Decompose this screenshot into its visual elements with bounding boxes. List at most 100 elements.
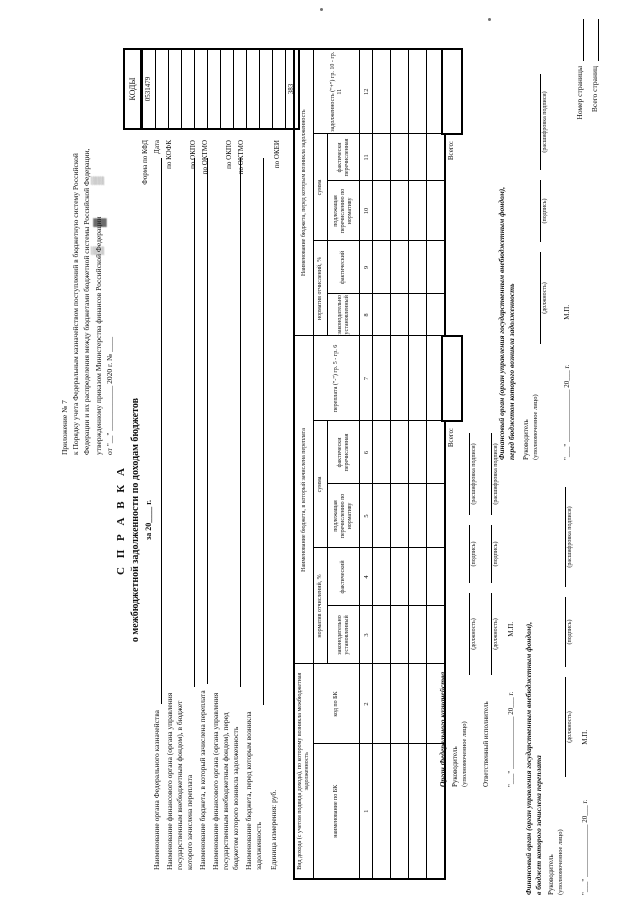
code-value (259, 50, 272, 128)
note-line: от "__" ____________ 2020 г. № ____ (104, 336, 114, 455)
signature-line (531, 180, 541, 242)
col-number: 10 (359, 180, 373, 241)
unit-of-measure-label: Единица измерения: руб. (269, 789, 278, 870)
code-value (272, 50, 285, 128)
col-header-sum-fact: фактически перечисленная (327, 420, 360, 484)
fill-line (159, 158, 162, 705)
table-group-debt-budget: Наименование бюджета, перед которым возн… (294, 48, 314, 336)
decode-caption: (расшифровка подписи) (567, 506, 573, 568)
org-name: в бюджет которого зачислена переплата (533, 755, 543, 895)
role-label: Руководитель (522, 419, 530, 460)
code-value: 0531479 (142, 50, 155, 128)
signature-caption: (подпись) (471, 541, 477, 567)
signature-line (482, 525, 492, 583)
requisite-label: которого зачислена переплата (185, 774, 194, 870)
requisite-row: Наименование финансового органа (органа … (165, 158, 195, 870)
col-number: 2 (359, 663, 373, 744)
subheader-sum: сумма (313, 420, 328, 548)
col-header-norm-fact: фактический (327, 547, 360, 606)
requisite-label: Наименование финансового органа (органа … (211, 692, 220, 870)
requisites: Наименование органа Федерального казначе… (152, 158, 279, 870)
table-row (408, 48, 427, 879)
org-name: Финансовый орган (орган управления госуд… (524, 621, 533, 895)
col-number: 8 (359, 293, 373, 336)
role-label: Руководитель (451, 746, 459, 787)
role-label: Ответственный исполнитель (482, 701, 490, 787)
signature-line (482, 433, 492, 515)
requisite-label: государственным внебюджетным фондом), в … (175, 700, 184, 870)
col-number: 9 (359, 240, 373, 294)
requisite-label: Наименование органа Федерального казначе… (152, 710, 161, 870)
col-number: 11 (359, 133, 373, 181)
form-title: С П Р А В К А о межбюджетной задолженнос… (115, 270, 153, 770)
role-sublabel: (уполномоченное лицо) (532, 394, 539, 460)
position-caption: (должность) (542, 282, 548, 314)
requisite-row: Наименование органа Федерального казначе… (152, 158, 162, 870)
signature-line (556, 597, 566, 667)
signature-line (531, 74, 541, 170)
signature-line (556, 677, 566, 777)
appendix-note: Приложение № 7 к Порядку учета Федеральн… (59, 35, 115, 455)
col-header-code-bk: код по БК (313, 663, 360, 744)
signature-line (460, 525, 470, 583)
table-row (390, 48, 409, 879)
requisite-label: Наименование финансового органа (органа … (165, 692, 174, 870)
note-line: Приложение № 7 (60, 400, 69, 455)
col-number: 4 (359, 547, 373, 606)
subheader-norm-percent: норматив отчислений, % (313, 240, 328, 336)
fill-line (192, 158, 195, 687)
subheader-norm-percent: норматив отчислений, % (313, 547, 328, 664)
table-group-credited-budget: Наименование бюджета, в который зачислен… (294, 335, 314, 664)
col-number: 1 (359, 744, 373, 879)
requisite-label: Наименование бюджета, перед которым возн… (244, 711, 253, 870)
code-value (207, 50, 220, 128)
requisite-label: бюджетом которого возникла задолженность (231, 726, 240, 870)
col-header-norm-fact: фактический (327, 240, 360, 294)
title-main: С П Р А В К А (115, 465, 127, 575)
position-caption: (должность) (493, 618, 499, 650)
signature-block-treasury: Орган Федерального казначейства Руководи… (438, 431, 516, 787)
role-sublabel: (уполномоченное лицо) (557, 829, 564, 895)
scan-speck (488, 18, 491, 21)
total-debt-cell (441, 48, 463, 135)
date-fill-line: "___" _______________ 20___ г. (563, 364, 571, 460)
code-value (246, 50, 259, 128)
col-header-sum-due: подлежащая перечислению по нормативу (327, 180, 360, 241)
signature-line (460, 433, 470, 515)
requisite-label: задолженность (254, 822, 263, 870)
col-number: 5 (359, 483, 373, 548)
requisite-row: Наименование бюджета, перед которым возн… (244, 158, 264, 870)
code-value (181, 50, 194, 128)
org-name: Орган Федерального казначейства (438, 671, 447, 787)
debt-table: Вид дохода (с учетом подвида дохода), по… (293, 47, 446, 880)
code-value (168, 50, 181, 128)
title-subtitle: о межбюджетной задолженности по доходам … (130, 397, 141, 643)
col-header-debt: задолженность ("+") гр. 10 - гр. 11 (313, 48, 360, 134)
fill-line (261, 158, 264, 706)
col-header-overpayment: переплата ("-") гр. 5 - гр. 6 (313, 335, 360, 421)
code-label: Форма по КФД (141, 140, 149, 185)
codes-box: КОДЫ 0531479 383 (123, 48, 300, 130)
code-value (194, 50, 207, 128)
code-value (220, 50, 233, 128)
col-header-norm-law: законодательно установленный (327, 293, 360, 336)
scan-speck (320, 8, 323, 11)
fill-line (581, 19, 584, 61)
col-header-sum-fact: фактически перечисленная (327, 133, 360, 181)
codes-box-header: КОДЫ (125, 50, 142, 128)
note-line: Федерации и их распределения между бюдже… (82, 148, 92, 455)
code-value (233, 50, 246, 128)
stamp-place-label: М.П. (507, 621, 515, 637)
col-number: 12 (359, 48, 373, 134)
signature-line (460, 593, 470, 675)
note-line: к Порядку учета Федеральным казначейство… (71, 153, 81, 455)
decode-caption: (расшифровка подписи) (542, 91, 548, 153)
signature-caption: (подпись) (567, 619, 573, 645)
role-label: Руководитель (547, 854, 555, 895)
signature-line (531, 252, 541, 344)
stamp-place-label: М.П. (563, 304, 571, 320)
page-number-label: Номер страницы (575, 66, 584, 120)
requisite-label: государственным внебюджетным фондом), пе… (221, 712, 230, 870)
signature-block-fin-debt: Финансовый орган (орган управления госуд… (497, 20, 572, 460)
